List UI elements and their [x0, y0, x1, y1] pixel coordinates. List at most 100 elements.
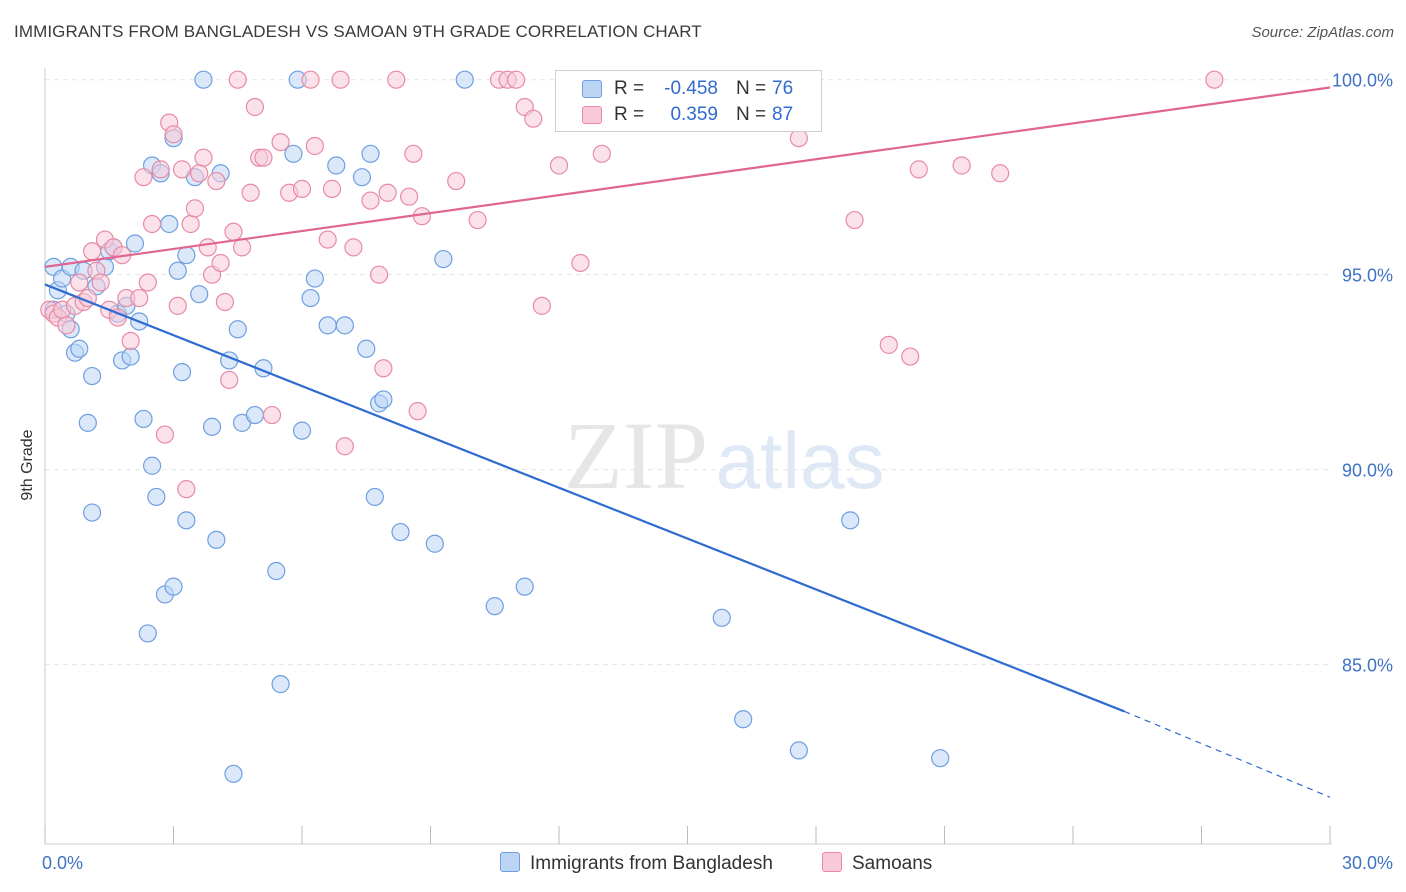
- x-tick-label: 30.0%: [1342, 853, 1393, 873]
- point-bangladesh: [515, 577, 534, 596]
- point-bangladesh: [352, 168, 372, 187]
- n-value: 87: [772, 104, 794, 125]
- point-samoans: [507, 70, 526, 89]
- point-bangladesh: [305, 269, 324, 288]
- point-bangladesh: [327, 156, 346, 175]
- point-bangladesh: [121, 347, 140, 366]
- n-label: N =: [736, 78, 767, 99]
- point-bangladesh: [70, 339, 89, 358]
- point-samoans: [331, 70, 350, 89]
- point-bangladesh: [292, 421, 312, 440]
- point-samoans: [468, 210, 487, 230]
- point-samoans: [404, 144, 423, 163]
- watermark-atlas: atlas: [716, 416, 885, 505]
- x-tick-label: 0.0%: [42, 853, 83, 873]
- point-samoans: [155, 425, 175, 444]
- trend-extension-bangladesh: [1124, 710, 1331, 798]
- point-bangladesh: [224, 764, 243, 783]
- point-samoans: [168, 296, 187, 315]
- point-bangladesh: [425, 534, 444, 553]
- point-bangladesh: [190, 285, 209, 304]
- point-samoans: [378, 183, 397, 202]
- point-samoans: [138, 273, 157, 292]
- point-bangladesh: [177, 511, 196, 530]
- point-bangladesh: [142, 456, 162, 475]
- point-samoans: [524, 109, 543, 128]
- point-samoans: [215, 292, 234, 312]
- point-samoans: [271, 132, 290, 152]
- point-bangladesh: [931, 749, 950, 768]
- point-samoans: [207, 171, 226, 191]
- point-bangladesh: [267, 561, 286, 581]
- point-samoans: [172, 160, 192, 179]
- point-samoans: [571, 253, 590, 273]
- point-samoans: [344, 238, 363, 257]
- point-bangladesh: [391, 522, 410, 542]
- watermark: ZIP atlas: [564, 402, 884, 509]
- point-samoans: [190, 164, 209, 183]
- legend-label-bangladesh: Immigrants from Bangladesh: [530, 853, 773, 874]
- stats-row-bangladesh: R = -0.458 N = 76: [556, 76, 821, 100]
- point-bangladesh: [712, 608, 731, 627]
- legend-item-samoans[interactable]: Samoans: [822, 852, 932, 875]
- axes: [44, 68, 1332, 845]
- point-bangladesh: [318, 316, 337, 335]
- point-samoans: [224, 222, 243, 241]
- point-bangladesh: [202, 417, 222, 436]
- point-bangladesh: [734, 710, 753, 729]
- point-samoans: [592, 144, 611, 163]
- point-bangladesh: [789, 741, 808, 760]
- point-bangladesh: [271, 675, 290, 694]
- point-bangladesh: [357, 339, 376, 358]
- point-samoans: [164, 125, 183, 144]
- trend-line-samoans: [44, 86, 1331, 268]
- point-bangladesh: [194, 70, 213, 89]
- point-samoans: [134, 168, 153, 187]
- point-samoans: [177, 480, 196, 499]
- point-bangladesh: [164, 577, 183, 596]
- point-bangladesh: [245, 405, 264, 425]
- point-samoans: [181, 214, 200, 234]
- point-samoans: [211, 253, 230, 273]
- point-samoans: [335, 437, 354, 456]
- n-value: 76: [772, 78, 794, 99]
- point-samoans: [292, 179, 312, 198]
- legend-label-samoans: Samoans: [852, 853, 933, 874]
- trend-line-bangladesh: [44, 283, 1125, 713]
- n-label: N =: [736, 104, 767, 125]
- point-bangladesh: [335, 316, 354, 335]
- point-samoans: [789, 129, 808, 148]
- tick-labels: 85.0% 90.0% 95.0% 100.0% 0.0% 30.0%: [42, 71, 1393, 873]
- point-bangladesh: [207, 530, 226, 549]
- point-samoans: [879, 335, 898, 354]
- point-samoans: [151, 160, 170, 179]
- point-samoans: [228, 70, 247, 89]
- point-bangladesh: [361, 144, 380, 163]
- point-samoans: [70, 273, 89, 292]
- y-tick-label: 85.0%: [1342, 656, 1393, 676]
- point-samoans: [185, 199, 205, 218]
- point-bangladesh: [284, 144, 303, 163]
- source-label: Source: ZipAtlas.com: [1251, 24, 1394, 41]
- point-bangladesh: [78, 413, 97, 432]
- point-samoans: [322, 179, 342, 198]
- point-samoans: [387, 70, 406, 89]
- point-bangladesh: [172, 363, 192, 382]
- point-samoans: [399, 187, 419, 206]
- r-label: R =: [614, 78, 645, 99]
- point-bangladesh: [365, 487, 384, 507]
- point-samoans: [447, 171, 466, 191]
- point-bangladesh: [160, 214, 179, 234]
- stats-swatch-bangladesh: [582, 80, 602, 98]
- legend-item-bangladesh[interactable]: Immigrants from Bangladesh: [500, 852, 773, 875]
- point-samoans: [952, 156, 971, 175]
- point-samoans: [909, 160, 928, 179]
- point-samoans: [305, 136, 324, 156]
- chart-title: IMMIGRANTS FROM BANGLADESH VS SAMOAN 9TH…: [14, 22, 702, 41]
- point-samoans: [845, 210, 864, 230]
- point-samoans: [408, 402, 427, 421]
- point-bangladesh: [168, 261, 187, 280]
- point-bangladesh: [485, 597, 504, 616]
- point-bangladesh: [138, 624, 157, 643]
- point-samoans: [91, 273, 110, 292]
